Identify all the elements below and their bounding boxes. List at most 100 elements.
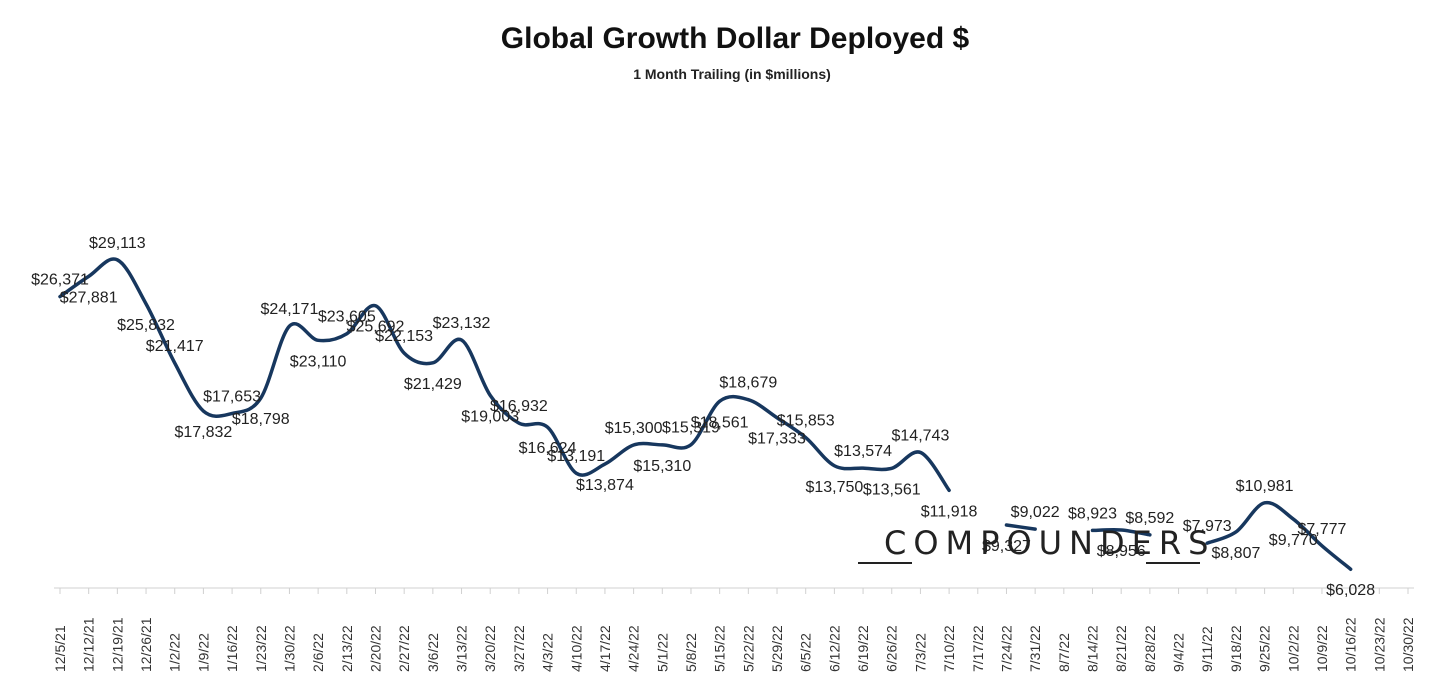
- data-label: $17,333: [748, 431, 806, 448]
- x-tick-label: 1/23/22: [253, 625, 269, 672]
- chart-subtitle: 1 Month Trailing (in $millions): [633, 66, 831, 82]
- data-label: $25,832: [117, 317, 175, 334]
- x-tick-label: 5/15/22: [712, 625, 728, 672]
- data-label: $21,417: [146, 338, 204, 355]
- x-tick-label: 10/9/22: [1314, 625, 1330, 672]
- x-tick-label: 10/23/22: [1371, 617, 1387, 672]
- x-tick-label: 4/17/22: [597, 625, 613, 672]
- data-label: $9,770: [1269, 532, 1318, 549]
- x-tick-label: 1/9/22: [195, 633, 211, 672]
- series-0-line-segment: [1205, 500, 1353, 571]
- data-label: $8,923: [1068, 505, 1117, 522]
- data-label: $16,932: [490, 398, 548, 415]
- data-label: $13,574: [834, 443, 892, 460]
- series-0-line-segment: [58, 257, 951, 493]
- data-label: $27,881: [60, 289, 118, 306]
- x-tick-label: 4/10/22: [568, 625, 584, 672]
- data-label: $13,874: [576, 477, 634, 494]
- x-tick-label: 10/16/22: [1343, 617, 1359, 672]
- x-tick-label: 7/3/22: [912, 633, 928, 672]
- x-tick-label: 9/11/22: [1199, 626, 1215, 672]
- x-tick-label: 5/1/22: [654, 633, 670, 672]
- data-label: $19,003: [461, 408, 519, 425]
- x-tick-label: 4/24/22: [626, 625, 642, 672]
- x-tick-label: 6/26/22: [884, 625, 900, 672]
- data-label: $13,191: [547, 448, 605, 465]
- data-label: $10,981: [1236, 478, 1294, 495]
- x-tick-label: 12/19/21: [109, 617, 125, 672]
- data-label: $23,132: [433, 315, 491, 332]
- data-label: $8,956: [1097, 543, 1146, 560]
- x-tick-label: 3/6/22: [425, 633, 441, 672]
- x-tick-label: 8/14/22: [1085, 625, 1101, 672]
- data-label: $6,028: [1326, 582, 1375, 599]
- data-label: $7,777: [1297, 521, 1346, 538]
- x-tick-label: 1/2/22: [167, 633, 183, 672]
- data-label: $25,692: [347, 319, 405, 336]
- x-tick-label: 2/13/22: [339, 625, 355, 672]
- brand-underline-left: [858, 562, 912, 564]
- chart-title: Global Growth Dollar Deployed $: [500, 22, 970, 55]
- x-tick-label: 12/26/21: [138, 617, 154, 672]
- data-label: $29,113: [89, 235, 146, 252]
- data-label: $8,592: [1125, 510, 1174, 527]
- x-tick-label: 9/18/22: [1228, 625, 1244, 672]
- x-tick-label: 2/6/22: [310, 633, 326, 672]
- x-tick-label: 3/13/22: [454, 625, 470, 672]
- x-tick-label: 2/27/22: [396, 625, 412, 672]
- x-tick-label: 1/30/22: [281, 625, 297, 672]
- data-label: $24,171: [261, 301, 319, 318]
- x-tick-label: 7/17/22: [970, 625, 986, 672]
- data-label: $16,624: [519, 440, 577, 457]
- x-tick-label: 3/27/22: [511, 625, 527, 672]
- series-0-line-segment: [1090, 527, 1152, 537]
- data-label: $9,022: [1011, 504, 1060, 521]
- x-tick-label: 1/16/22: [224, 625, 240, 672]
- data-label: $26,371: [31, 272, 89, 289]
- x-tick-label: 10/2/22: [1285, 625, 1301, 672]
- data-label: $15,300: [605, 420, 663, 437]
- series-0-line-segment: [1004, 523, 1037, 531]
- data-label: $22,153: [375, 328, 433, 345]
- data-label: $23,110: [290, 353, 347, 370]
- data-label: $15,319: [662, 420, 720, 437]
- data-label: $13,750: [805, 479, 863, 496]
- x-tick-label: 5/8/22: [683, 633, 699, 672]
- x-tick-label: 5/22/22: [740, 625, 756, 672]
- x-tick-label: 12/5/21: [52, 625, 68, 672]
- data-label: $18,561: [691, 414, 749, 431]
- data-label: $13,561: [863, 481, 921, 498]
- data-label: $14,743: [892, 427, 950, 444]
- brand-watermark: COMPOUNDERS: [884, 524, 1216, 562]
- data-label: $11,918: [921, 503, 978, 520]
- x-tick-label: 6/5/22: [798, 633, 814, 672]
- data-label: $8,807: [1211, 545, 1260, 562]
- data-label: $7,973: [1183, 518, 1232, 535]
- data-label: $15,853: [777, 413, 835, 430]
- x-tick-label: 2/20/22: [367, 625, 383, 672]
- x-tick-label: 12/12/21: [81, 617, 97, 672]
- x-tick-label: 6/12/22: [826, 625, 842, 672]
- x-tick-label: 7/31/22: [1027, 625, 1043, 672]
- data-label: $15,310: [633, 458, 691, 475]
- x-tick-label: 8/21/22: [1113, 625, 1129, 672]
- x-tick-label: 7/10/22: [941, 625, 957, 672]
- x-tick-label: 8/7/22: [1056, 633, 1072, 672]
- x-tick-label: 9/25/22: [1257, 625, 1273, 672]
- data-label: $17,832: [174, 424, 232, 441]
- x-tick-label: 3/20/22: [482, 625, 498, 672]
- brand-underline-right: [1146, 562, 1200, 564]
- x-tick-label: 9/4/22: [1171, 633, 1187, 672]
- x-tick-label: 6/19/22: [855, 625, 871, 672]
- data-label: $18,679: [719, 375, 777, 392]
- data-label: $17,653: [203, 388, 261, 405]
- data-label: $18,798: [232, 411, 290, 428]
- x-tick-label: 5/29/22: [769, 625, 785, 672]
- x-tick-label: 8/28/22: [1142, 625, 1158, 672]
- x-tick-label: 4/3/22: [540, 633, 556, 672]
- x-tick-label: 7/24/22: [998, 625, 1014, 672]
- data-label: $9,327: [982, 538, 1031, 555]
- data-label: $23,605: [318, 309, 376, 326]
- x-tick-label: 10/30/22: [1400, 617, 1416, 672]
